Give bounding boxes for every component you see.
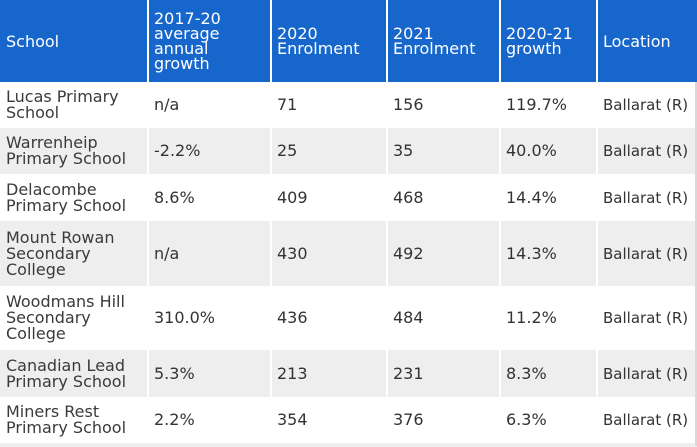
cell-2021-enrolment: 492 bbox=[386, 221, 500, 286]
cell-2021-enrolment: 484 bbox=[386, 286, 500, 350]
cell-avg-growth: -2.2% bbox=[147, 128, 271, 174]
cell-school: Delacombe Primary School bbox=[0, 174, 148, 221]
cell-2021-enrolment: 231 bbox=[386, 350, 500, 397]
cell-2021-enrolment: 35 bbox=[386, 128, 500, 174]
cell-avg-growth: 8.6% bbox=[147, 174, 271, 221]
cell-2020-enrolment: 71 bbox=[270, 82, 387, 128]
table-header: School 2017-20 average annual growth 202… bbox=[0, 0, 697, 82]
cell-location: Ballarat (R) bbox=[596, 128, 697, 174]
cell-avg-growth: 310.0% bbox=[147, 286, 271, 350]
cell-school: Miners Rest Primary School bbox=[0, 397, 148, 443]
table-row: Delacombe Primary School 8.6% 409 468 14… bbox=[0, 174, 697, 221]
cell-location: Ballarat (R) bbox=[596, 82, 697, 128]
cell-growth: 119.7% bbox=[499, 82, 597, 128]
cell-location: Ballarat (R) bbox=[596, 397, 697, 443]
cell-location: Ballarat (R) bbox=[596, 174, 697, 221]
cell-avg-growth: n/a bbox=[147, 82, 271, 128]
table-row: Mount Rowan Secondary College n/a 430 49… bbox=[0, 221, 697, 286]
table-row: Warrenheip Primary School -2.2% 25 35 40… bbox=[0, 128, 697, 174]
header-avg-growth: 2017-20 average annual growth bbox=[147, 0, 271, 82]
cell-2020-enrolment: 430 bbox=[270, 221, 387, 286]
cell-growth: 11.2% bbox=[499, 286, 597, 350]
header-2021-enrolment: 2021 Enrolment bbox=[386, 0, 500, 82]
header-location: Location bbox=[596, 0, 697, 82]
table-row-partial bbox=[0, 443, 697, 447]
cell-avg-growth: 2.2% bbox=[147, 397, 271, 443]
header-school: School bbox=[0, 0, 148, 82]
cell-avg-growth: 5.3% bbox=[147, 350, 271, 397]
header-growth: 2020-21 growth bbox=[499, 0, 597, 82]
vertical-scrollbar[interactable] bbox=[695, 82, 697, 446]
cell-avg-growth: n/a bbox=[147, 221, 271, 286]
cell-school: Warrenheip Primary School bbox=[0, 128, 148, 174]
partial-row-cell bbox=[0, 443, 697, 447]
cell-2020-enrolment: 409 bbox=[270, 174, 387, 221]
cell-2020-enrolment: 436 bbox=[270, 286, 387, 350]
header-row: School 2017-20 average annual growth 202… bbox=[0, 0, 697, 82]
table-row: Lucas Primary School n/a 71 156 119.7% B… bbox=[0, 82, 697, 128]
cell-2020-enrolment: 354 bbox=[270, 397, 387, 443]
cell-school: Canadian Lead Primary School bbox=[0, 350, 148, 397]
table-body: Lucas Primary School n/a 71 156 119.7% B… bbox=[0, 82, 697, 447]
header-2020-enrolment: 2020 Enrolment bbox=[270, 0, 387, 82]
table-row: Miners Rest Primary School 2.2% 354 376 … bbox=[0, 397, 697, 443]
cell-school: Woodmans Hill Secondary College bbox=[0, 286, 148, 350]
cell-2021-enrolment: 468 bbox=[386, 174, 500, 221]
cell-growth: 6.3% bbox=[499, 397, 597, 443]
cell-2020-enrolment: 25 bbox=[270, 128, 387, 174]
cell-2020-enrolment: 213 bbox=[270, 350, 387, 397]
cell-school: Mount Rowan Secondary College bbox=[0, 221, 148, 286]
cell-growth: 40.0% bbox=[499, 128, 597, 174]
cell-location: Ballarat (R) bbox=[596, 221, 697, 286]
table-row: Woodmans Hill Secondary College 310.0% 4… bbox=[0, 286, 697, 350]
cell-growth: 8.3% bbox=[499, 350, 597, 397]
cell-2021-enrolment: 376 bbox=[386, 397, 500, 443]
cell-location: Ballarat (R) bbox=[596, 286, 697, 350]
cell-2021-enrolment: 156 bbox=[386, 82, 500, 128]
cell-location: Ballarat (R) bbox=[596, 350, 697, 397]
table-row: Canadian Lead Primary School 5.3% 213 23… bbox=[0, 350, 697, 397]
cell-school: Lucas Primary School bbox=[0, 82, 148, 128]
cell-growth: 14.4% bbox=[499, 174, 597, 221]
cell-growth: 14.3% bbox=[499, 221, 597, 286]
